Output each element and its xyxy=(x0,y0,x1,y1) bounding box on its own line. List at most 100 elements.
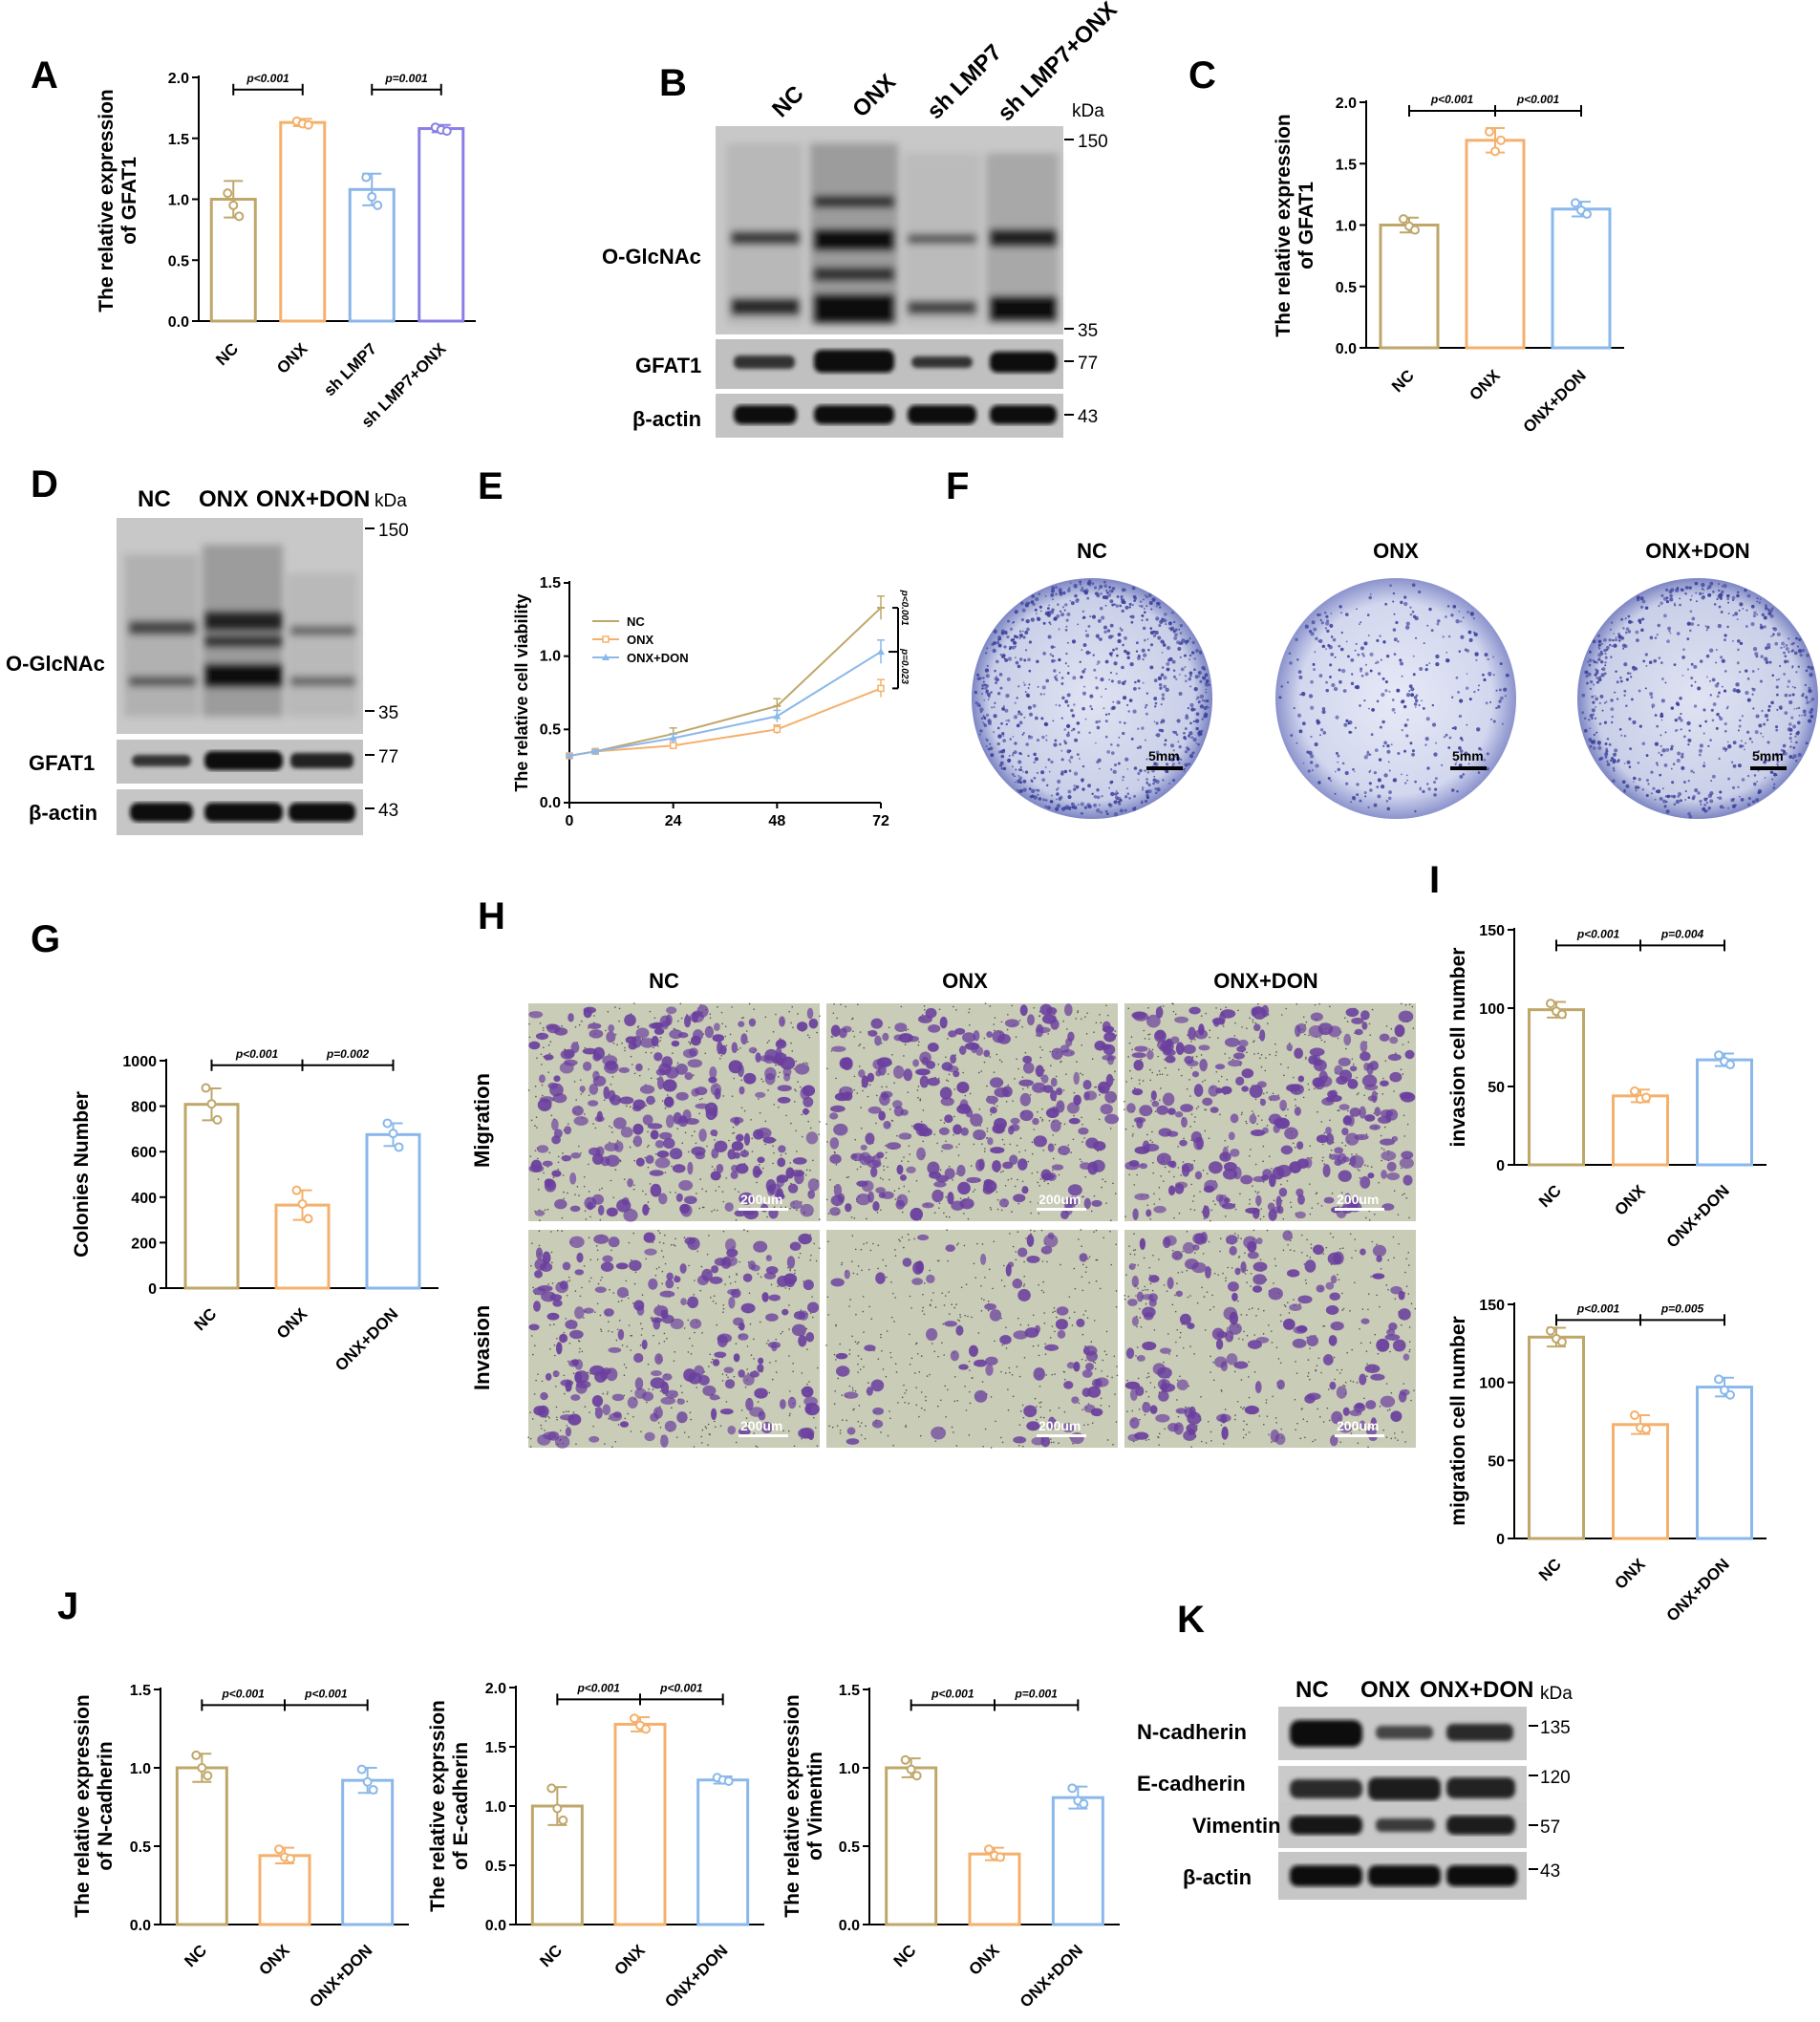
pore xyxy=(557,1168,560,1171)
colony-dot xyxy=(1709,581,1714,586)
colony-dot xyxy=(1117,638,1122,644)
stained-cell xyxy=(589,1365,605,1376)
pore xyxy=(1277,1094,1279,1096)
colony-dot xyxy=(1802,693,1805,696)
stained-cell xyxy=(1063,1197,1074,1211)
colony-dot xyxy=(1188,674,1192,678)
colony-dot xyxy=(1690,769,1694,773)
pore xyxy=(713,1295,716,1298)
colony-dot xyxy=(1126,792,1130,796)
pore xyxy=(709,1017,712,1020)
category-label: NC xyxy=(181,1941,210,1970)
stained-cell xyxy=(808,1018,819,1029)
colony-dot xyxy=(990,691,993,694)
colony-dot xyxy=(1764,713,1769,719)
stained-cell xyxy=(971,1043,977,1054)
pore xyxy=(653,1334,654,1337)
colony-dot xyxy=(1337,767,1341,772)
colony-dot xyxy=(1126,703,1129,707)
pore xyxy=(910,1125,913,1128)
colony-dot xyxy=(1090,707,1094,711)
pore xyxy=(1308,1183,1311,1185)
pore xyxy=(799,1406,801,1408)
colony-dot xyxy=(1157,602,1161,606)
pore xyxy=(1305,1056,1307,1059)
panel-letter-g: G xyxy=(31,918,60,960)
colony-dot xyxy=(1604,752,1609,757)
colony-dot xyxy=(1012,752,1015,755)
colony-dot xyxy=(1783,651,1786,655)
colony-dot xyxy=(1038,797,1042,801)
pore xyxy=(1224,1053,1227,1055)
pore xyxy=(1065,1073,1067,1075)
colony-dot xyxy=(1025,693,1030,698)
stained-cell xyxy=(662,1079,677,1092)
pore xyxy=(1124,1100,1125,1103)
pore xyxy=(780,1206,782,1209)
stained-cell xyxy=(748,1018,757,1027)
pore xyxy=(784,1206,787,1209)
colony-dot xyxy=(1019,781,1023,785)
colony-dot xyxy=(1443,736,1446,739)
pore xyxy=(803,1280,804,1282)
stained-cell xyxy=(1191,1070,1200,1078)
colony-dot xyxy=(1689,629,1692,633)
y-tick-label: 1.0 xyxy=(839,1761,860,1777)
stained-cell xyxy=(658,1193,668,1205)
colony-dot xyxy=(1188,654,1192,657)
colony-dot xyxy=(1445,733,1448,737)
pore xyxy=(1058,1173,1060,1176)
colony-dot xyxy=(1627,630,1632,634)
colony-dot xyxy=(1060,717,1063,720)
stained-cell xyxy=(1083,1091,1090,1101)
pore xyxy=(1251,1110,1253,1112)
colony-dot xyxy=(1663,805,1667,808)
colony-dot xyxy=(1798,715,1801,717)
colony-dot xyxy=(1359,623,1360,625)
colony-dot xyxy=(1401,675,1403,678)
data-point xyxy=(773,725,782,734)
colony-dot xyxy=(1063,728,1066,731)
colony-dot xyxy=(1641,788,1644,791)
colony-dot xyxy=(1000,731,1005,736)
pore xyxy=(1093,1194,1096,1197)
pore xyxy=(1263,1092,1265,1095)
pore xyxy=(1317,1202,1319,1205)
colony-dot xyxy=(1461,739,1464,742)
colony-dot xyxy=(1751,741,1754,743)
pore xyxy=(1124,1128,1127,1130)
stained-cell xyxy=(845,1203,852,1213)
stained-cell xyxy=(1174,1016,1188,1023)
p-value-label: p<0.001 xyxy=(304,1687,348,1700)
colony-dot xyxy=(1617,759,1620,762)
stained-cell xyxy=(735,1133,744,1142)
pore xyxy=(725,1044,728,1047)
pore xyxy=(611,1076,614,1078)
colony-dot xyxy=(1428,662,1431,665)
stained-cell xyxy=(740,1033,748,1045)
category-label: ONX xyxy=(610,1941,649,1979)
colony-dot xyxy=(1105,589,1108,592)
colony-dot xyxy=(1080,675,1083,679)
pore xyxy=(979,1125,982,1127)
colony-dot xyxy=(1166,645,1171,651)
colony-dot xyxy=(1732,785,1736,789)
colony-dot xyxy=(1598,722,1602,725)
pore xyxy=(1132,1125,1134,1128)
pore xyxy=(634,1271,637,1274)
colony-dot xyxy=(1330,635,1334,638)
pore xyxy=(1239,1193,1241,1195)
stained-cell xyxy=(723,1366,734,1374)
pore xyxy=(633,1282,636,1285)
pore xyxy=(588,1094,590,1096)
colony-dot xyxy=(1095,677,1098,679)
colony-dot xyxy=(1730,761,1734,764)
colony-dot xyxy=(1089,585,1092,587)
colony-dot xyxy=(1782,743,1787,748)
colony-dot xyxy=(1595,680,1600,684)
panel-letter-a: A xyxy=(31,54,58,97)
pore xyxy=(1016,1058,1017,1061)
pore xyxy=(646,1401,648,1404)
colony-dot xyxy=(1085,634,1090,638)
stained-cell xyxy=(675,1091,689,1101)
